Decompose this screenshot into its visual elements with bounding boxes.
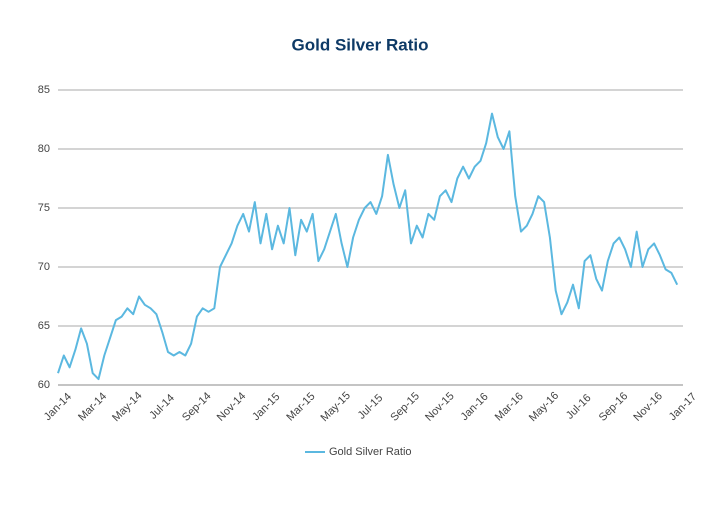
x-tick-label: Nov-14 — [215, 390, 249, 424]
x-tick-label: Jul-14 — [147, 392, 177, 422]
y-tick-label: 75 — [38, 202, 50, 214]
x-tick-label: May-15 — [318, 390, 352, 424]
x-tick-label: May-16 — [527, 390, 561, 424]
x-tick-label: Nov-15 — [423, 390, 457, 424]
y-tick-label: 60 — [38, 379, 50, 391]
x-tick-label: Jan-16 — [458, 391, 490, 423]
series-line — [57, 112, 679, 381]
y-tick-label: 70 — [38, 261, 50, 273]
x-tick-label: Jan-15 — [250, 391, 282, 423]
x-tick-label: Mar-14 — [76, 390, 109, 423]
y-tick-label: 80 — [38, 143, 50, 155]
y-tick-label: 65 — [38, 320, 50, 332]
y-tick-label: 85 — [38, 84, 50, 96]
x-tick-label: Nov-16 — [631, 390, 665, 424]
x-tick-label: Jan-14 — [42, 391, 74, 423]
x-tick-label: Jul-16 — [564, 392, 594, 422]
x-tick-label: Mar-16 — [493, 390, 526, 423]
x-tick-label: Jul-15 — [356, 392, 386, 422]
x-tick-label: Mar-15 — [284, 390, 317, 423]
chart-title: Gold Silver Ratio — [292, 35, 429, 54]
x-tick-label: Jan-17 — [667, 391, 699, 423]
x-tick-label: Sep-14 — [180, 390, 214, 424]
x-tick-label: Sep-15 — [388, 390, 422, 424]
x-tick-label: Sep-16 — [597, 390, 631, 424]
legend-label: Gold Silver Ratio — [329, 446, 412, 458]
x-tick-label: May-14 — [110, 390, 144, 424]
